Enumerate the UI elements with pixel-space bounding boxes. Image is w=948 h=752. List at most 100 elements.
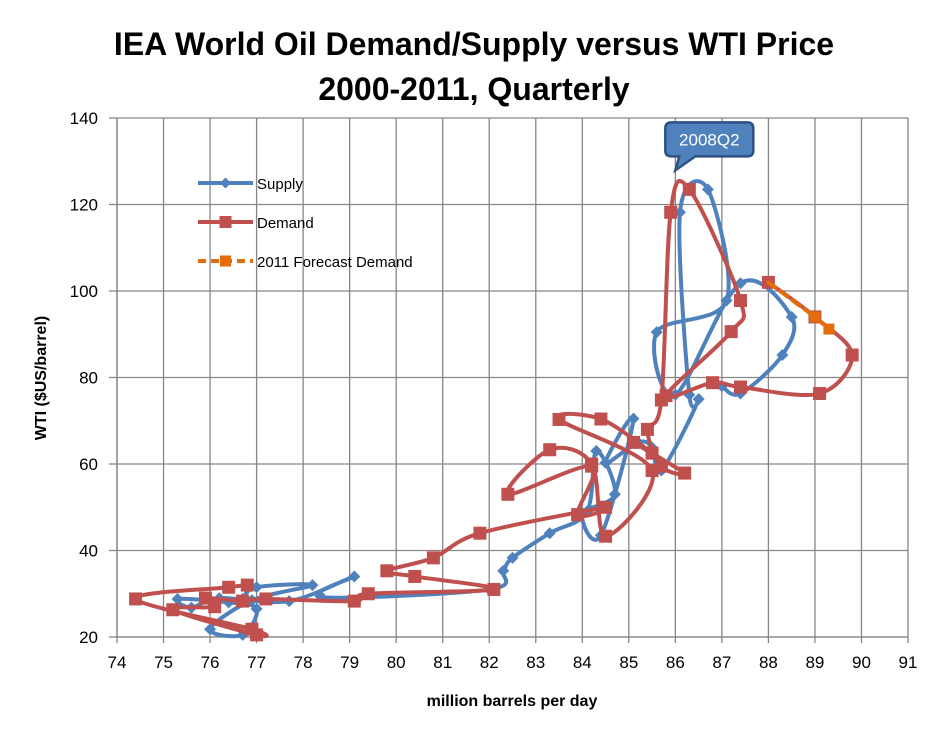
chart-title-line2: 2000-2011, Quarterly	[318, 71, 630, 107]
data-point-square	[659, 389, 673, 403]
data-point-square	[733, 380, 747, 394]
data-point-diamond	[608, 488, 621, 501]
data-point-square	[259, 592, 273, 606]
x-axis-label: million barrels per day	[427, 693, 598, 710]
data-point-square	[599, 529, 613, 543]
data-point-diamond	[692, 393, 705, 406]
data-point-diamond	[776, 349, 789, 362]
data-point-square	[626, 435, 640, 449]
data-point-diamond	[497, 564, 510, 577]
y-axis-label: WTI ($US/barrel)	[33, 316, 50, 440]
data-point-square	[599, 500, 613, 514]
data-point-diamond	[306, 579, 319, 592]
data-point-square	[645, 446, 659, 460]
legend-demand-label: Demand	[257, 215, 314, 232]
axes	[109, 117, 909, 643]
chart-title-line1: IEA World Oil Demand/Supply versus WTI P…	[114, 26, 834, 62]
data-point-diamond	[590, 445, 603, 458]
x-tick-labels: 74 75 76 77 78 79 80 81 82 83 84 85 86 87 88 89 90 91	[108, 653, 918, 672]
data-point-square	[543, 443, 557, 457]
annotation-callout-2008q2: 2008Q2	[664, 121, 755, 174]
data-point-square	[347, 594, 361, 608]
data-point-square	[501, 487, 515, 501]
data-point-square	[250, 628, 264, 642]
data-point-square	[198, 591, 212, 605]
data-point-diamond	[348, 570, 361, 583]
y-tick-label: 40	[79, 542, 98, 561]
data-point-square	[552, 412, 566, 426]
legend: Supply Demand 2011 Forecast Demand	[198, 176, 413, 271]
data-point-square	[166, 603, 180, 617]
x-tick-label: 80	[387, 653, 406, 672]
data-point-square	[240, 578, 254, 592]
data-point-square	[733, 294, 747, 308]
x-tick-label: 81	[433, 653, 452, 672]
x-tick-label: 79	[340, 653, 359, 672]
legend-item-forecast[interactable]: 2011 Forecast Demand	[198, 254, 413, 271]
gridlines	[116, 117, 909, 638]
data-point-square	[640, 422, 654, 436]
series-demand	[129, 178, 859, 642]
data-point-square	[236, 594, 250, 608]
data-point-square	[222, 580, 236, 594]
data-point-square	[724, 325, 738, 339]
data-point-square	[585, 457, 599, 471]
data-point-diamond	[650, 326, 663, 339]
data-point-diamond	[250, 602, 263, 615]
data-point-square	[473, 526, 487, 540]
data-point-square	[664, 205, 678, 219]
x-tick-label: 82	[480, 653, 499, 672]
x-tick-label: 85	[619, 653, 638, 672]
series-2011-forecast-demand	[766, 280, 835, 335]
data-point-square	[823, 323, 835, 335]
y-tick-label: 20	[79, 628, 98, 647]
legend-demand-marker	[219, 216, 232, 228]
series-layer	[129, 178, 859, 642]
data-point-square	[426, 551, 440, 565]
x-tick-label: 76	[201, 653, 220, 672]
series-line	[133, 178, 855, 639]
data-point-diamond	[506, 551, 519, 564]
data-point-square	[682, 182, 696, 196]
legend-item-supply[interactable]: Supply	[198, 176, 303, 193]
y-tick-label: 60	[79, 455, 98, 474]
data-point-diamond	[171, 592, 184, 605]
y-tick-label: 120	[70, 196, 98, 215]
data-point-square	[654, 459, 668, 473]
data-point-square	[678, 466, 692, 480]
data-point-diamond	[701, 183, 714, 196]
x-tick-label: 90	[852, 653, 871, 672]
data-point-square	[487, 582, 501, 596]
x-tick-label: 83	[526, 653, 545, 672]
data-point-square	[594, 412, 608, 426]
x-tick-label: 74	[108, 653, 127, 672]
data-point-square	[408, 569, 422, 583]
legend-item-demand[interactable]: Demand	[198, 215, 314, 232]
x-tick-label: 91	[899, 653, 918, 672]
x-tick-label: 89	[805, 653, 824, 672]
y-tick-label: 140	[70, 109, 98, 128]
x-tick-label: 78	[294, 653, 313, 672]
data-point-square	[129, 592, 143, 606]
series-supply	[171, 179, 798, 641]
data-point-diamond	[720, 294, 733, 307]
data-point-diamond	[543, 527, 556, 540]
x-tick-label: 77	[247, 653, 266, 672]
data-point-square	[809, 311, 821, 323]
data-point-square	[813, 387, 827, 401]
data-point-diamond	[204, 623, 217, 636]
x-tick-label: 75	[154, 653, 173, 672]
y-tick-label: 100	[70, 282, 98, 301]
legend-supply-label: Supply	[257, 176, 303, 193]
data-point-square	[845, 348, 859, 362]
legend-supply-marker	[220, 177, 231, 189]
data-point-square	[361, 587, 375, 601]
y-tick-label: 80	[79, 369, 98, 388]
x-tick-label: 88	[759, 653, 778, 672]
data-point-diamond	[627, 412, 640, 425]
callout-text: 2008Q2	[679, 130, 740, 149]
data-point-diamond	[785, 310, 798, 323]
data-point-diamond	[599, 456, 612, 469]
x-tick-label: 87	[712, 653, 731, 672]
